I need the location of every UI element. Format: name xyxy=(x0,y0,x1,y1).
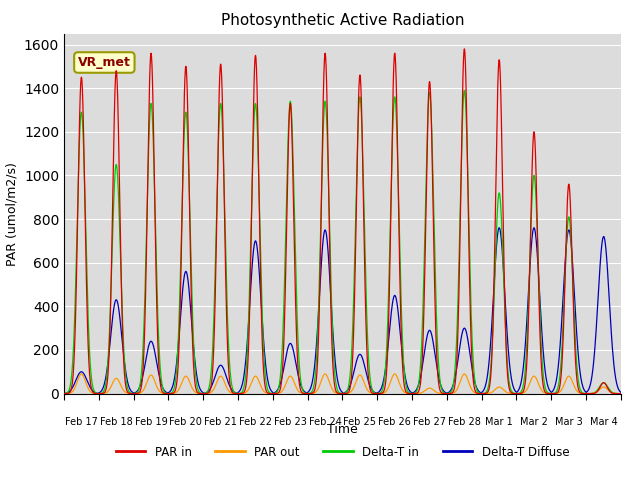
Text: Feb 18: Feb 18 xyxy=(100,417,132,427)
Text: Feb 21: Feb 21 xyxy=(204,417,237,427)
X-axis label: Time: Time xyxy=(327,423,358,436)
Text: Mar 2: Mar 2 xyxy=(520,417,548,427)
Y-axis label: PAR (umol/m2/s): PAR (umol/m2/s) xyxy=(5,162,19,265)
Text: Feb 17: Feb 17 xyxy=(65,417,98,427)
Text: VR_met: VR_met xyxy=(78,56,131,69)
Text: Feb 25: Feb 25 xyxy=(343,417,376,427)
Text: Feb 19: Feb 19 xyxy=(134,417,168,427)
Text: Mar 3: Mar 3 xyxy=(555,417,582,427)
Text: Feb 22: Feb 22 xyxy=(239,417,272,427)
Text: Feb 20: Feb 20 xyxy=(170,417,202,427)
Text: Mar 4: Mar 4 xyxy=(589,417,617,427)
Text: Feb 24: Feb 24 xyxy=(308,417,341,427)
Text: Mar 1: Mar 1 xyxy=(485,417,513,427)
Title: Photosynthetic Active Radiation: Photosynthetic Active Radiation xyxy=(221,13,464,28)
Text: Feb 27: Feb 27 xyxy=(413,417,446,427)
Text: Feb 26: Feb 26 xyxy=(378,417,411,427)
Legend: PAR in, PAR out, Delta-T in, Delta-T Diffuse: PAR in, PAR out, Delta-T in, Delta-T Dif… xyxy=(111,441,574,463)
Text: Feb 28: Feb 28 xyxy=(448,417,481,427)
Text: Feb 23: Feb 23 xyxy=(274,417,307,427)
